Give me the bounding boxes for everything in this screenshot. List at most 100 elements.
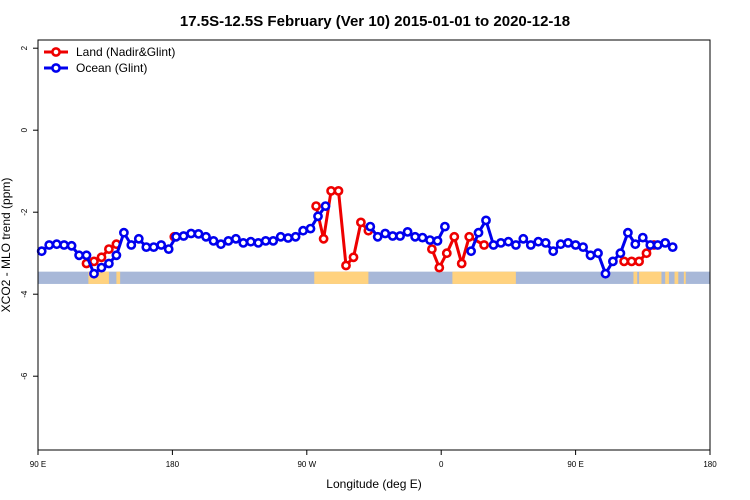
- series-1-point-2-10: [540, 237, 551, 248]
- series-1-point-0-9: [104, 258, 114, 269]
- series-1-point-0-0: [36, 246, 47, 257]
- x-tick-label-1: 180: [166, 460, 180, 469]
- series-layer: [36, 185, 678, 279]
- series-1-point-2-0: [466, 246, 476, 257]
- series-1-point-2-17: [593, 248, 603, 259]
- series-1-point-2-19: [608, 256, 618, 267]
- series-1-point-0-38: [320, 201, 331, 211]
- series-1-point-1-6: [410, 231, 420, 242]
- series-0-point-0-2: [96, 252, 107, 263]
- series-1-point-2-13: [563, 237, 573, 248]
- series-1-point-2-8: [525, 240, 536, 250]
- legend-label-1: Ocean (Glint): [76, 61, 147, 75]
- series-1-point-2-23: [637, 232, 648, 243]
- series-1-point-0-25: [223, 235, 234, 246]
- legend-marker-1: [51, 63, 61, 73]
- series-1-point-1-10: [439, 221, 450, 232]
- series-1-point-0-6: [81, 250, 92, 261]
- land-strip-8: [633, 271, 638, 284]
- series-1-point-1-8: [425, 235, 435, 245]
- series-1-point-0-26: [230, 233, 241, 244]
- series-0-point-2-3: [333, 185, 344, 196]
- series-1-point-0-29: [253, 237, 264, 248]
- series-0-point-3-3: [449, 231, 460, 242]
- series-1-point-0-36: [305, 223, 316, 234]
- y-axis-label: XCO2 - MLO trend (ppm): [0, 178, 13, 313]
- land-strip-2: [314, 271, 369, 284]
- series-1-point-0-2: [51, 239, 62, 250]
- land-strip-3: [452, 271, 516, 284]
- series-0-line-2: [314, 189, 370, 267]
- series-0-point-2-5: [348, 252, 359, 263]
- series-1-point-2-25: [652, 240, 663, 250]
- series-1-point-0-31: [268, 235, 279, 246]
- series-1-point-1-5: [402, 226, 413, 237]
- series-1-point-2-4: [495, 237, 506, 248]
- series-1-point-2-7: [518, 233, 529, 244]
- series-1-point-2-15: [578, 242, 588, 252]
- series-0-point-0-3: [104, 244, 114, 254]
- series-1-point-0-18: [171, 231, 181, 242]
- series-1-point-0-12: [126, 240, 137, 250]
- series-0-point-3-4: [456, 258, 467, 269]
- series-0-point-4-0: [619, 256, 629, 267]
- series-1-point-2-12: [555, 239, 566, 250]
- series-1-point-2-5: [503, 236, 514, 247]
- y-tick-label-3: -4: [20, 290, 29, 298]
- y-tick-label-1: 0: [20, 127, 29, 132]
- series-1-point-0-28: [245, 236, 256, 247]
- series-1-point-1-1: [372, 231, 383, 242]
- series-0-point-2-6: [355, 217, 366, 228]
- series-1-point-0-8: [96, 262, 107, 273]
- chart-title: 17.5S-12.5S February (Ver 10) 2015-01-01…: [180, 13, 570, 30]
- land-strip-1: [116, 271, 121, 284]
- legend: Land (Nadir&Glint) Ocean (Glint): [44, 45, 175, 75]
- series-1-point-0-32: [275, 231, 286, 242]
- series-1-point-0-7: [89, 268, 99, 279]
- series-1-point-1-9: [432, 235, 443, 246]
- series-1: [36, 201, 678, 279]
- series-1-point-0-24: [215, 239, 226, 250]
- y-axis: 2 0 -2 -4 -6: [20, 45, 38, 380]
- series-0-point-4-3: [641, 248, 652, 259]
- series-1-point-2-9: [533, 236, 544, 247]
- x-tick-label-3: 0: [439, 460, 444, 469]
- legend-label-0: Land (Nadir&Glint): [76, 45, 175, 59]
- ocean-strip: [38, 271, 710, 284]
- series-1-point-2-6: [511, 240, 521, 250]
- series-1-point-2-14: [570, 240, 581, 250]
- series-1-point-0-15: [148, 242, 159, 252]
- series-1-point-0-27: [238, 237, 249, 248]
- series-0-point-3-2: [441, 248, 452, 259]
- land-strip-6: [674, 271, 679, 284]
- series-0-point-3-1: [434, 262, 445, 273]
- land-strip-4: [639, 271, 662, 284]
- plot-frame: [37, 39, 711, 451]
- x-axis-label: Longitude (deg E): [326, 477, 421, 491]
- series-1-point-1-0: [365, 221, 376, 232]
- series-1-point-0-23: [208, 235, 219, 246]
- series-0-point-2-4: [341, 260, 351, 271]
- series-1-point-0-3: [59, 240, 69, 250]
- series-1-point-2-1: [473, 227, 484, 238]
- y-tick-label-2: -2: [20, 208, 29, 216]
- series-0-point-4-2: [634, 256, 644, 267]
- x-tick-label-5: 180: [703, 460, 717, 469]
- series-1-point-2-18: [600, 268, 611, 279]
- series-1-point-0-30: [260, 235, 271, 246]
- y-tick-label-0: 2: [20, 45, 29, 50]
- series-1-point-0-17: [163, 244, 174, 254]
- series-1-point-0-34: [290, 231, 301, 242]
- y-tick-label-4: -6: [20, 372, 29, 380]
- land-strip-5: [665, 271, 669, 284]
- x-tick-label-2: 90 W: [297, 460, 316, 469]
- series-1-point-0-16: [156, 240, 167, 250]
- series-1-point-0-11: [119, 227, 129, 238]
- series-0-point-3-5: [464, 231, 475, 242]
- series-0-point-3-6: [479, 240, 489, 250]
- series-1-point-2-20: [615, 248, 626, 259]
- series-1-point-1-2: [380, 228, 391, 239]
- series-1-point-1-4: [395, 231, 405, 241]
- series-1-point-2-11: [548, 246, 559, 257]
- series-0-point-3-0: [426, 244, 437, 254]
